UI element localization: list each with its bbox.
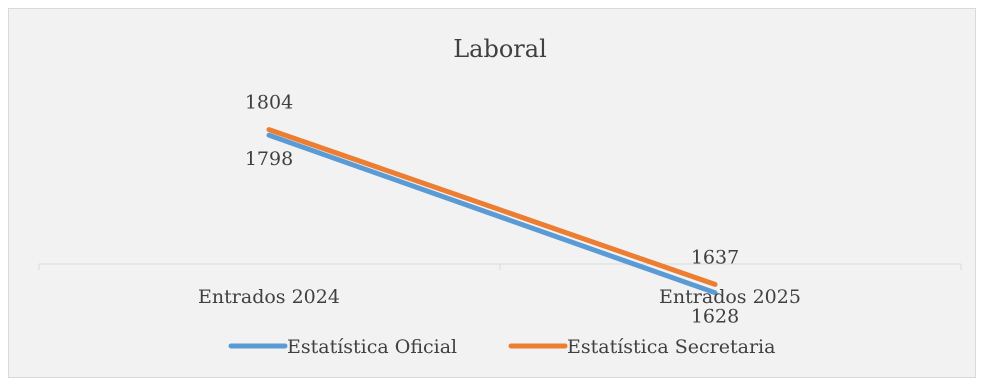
series-line-1 [266,132,718,296]
data-label-s1-2: 1628 [691,306,739,328]
x-tick-label-2: Entrados 2025 [659,286,801,308]
series-layer [266,127,718,296]
data-label-s2-1: 1804 [245,92,293,114]
chart-title: Laboral [453,35,547,63]
legend-label-1: Estatística Oficial [287,336,457,358]
data-labels-layer: 1798 1628 1804 1637 [245,92,739,328]
x-tick-label-1: Entrados 2024 [198,286,340,308]
legend-label-2: Estatística Secretaria [567,336,775,358]
chart-area: Laboral 1798 1628 1804 1637 Entrados 2024 En… [8,8,976,378]
data-label-s2-2: 1637 [691,246,739,268]
legend: Estatística Oficial Estatística Secretari… [228,336,775,358]
x-tick-labels-layer: Entrados 2024 Entrados 2025 [198,286,801,308]
data-label-s1-1: 1798 [245,148,293,170]
series-line-2 [266,127,718,287]
